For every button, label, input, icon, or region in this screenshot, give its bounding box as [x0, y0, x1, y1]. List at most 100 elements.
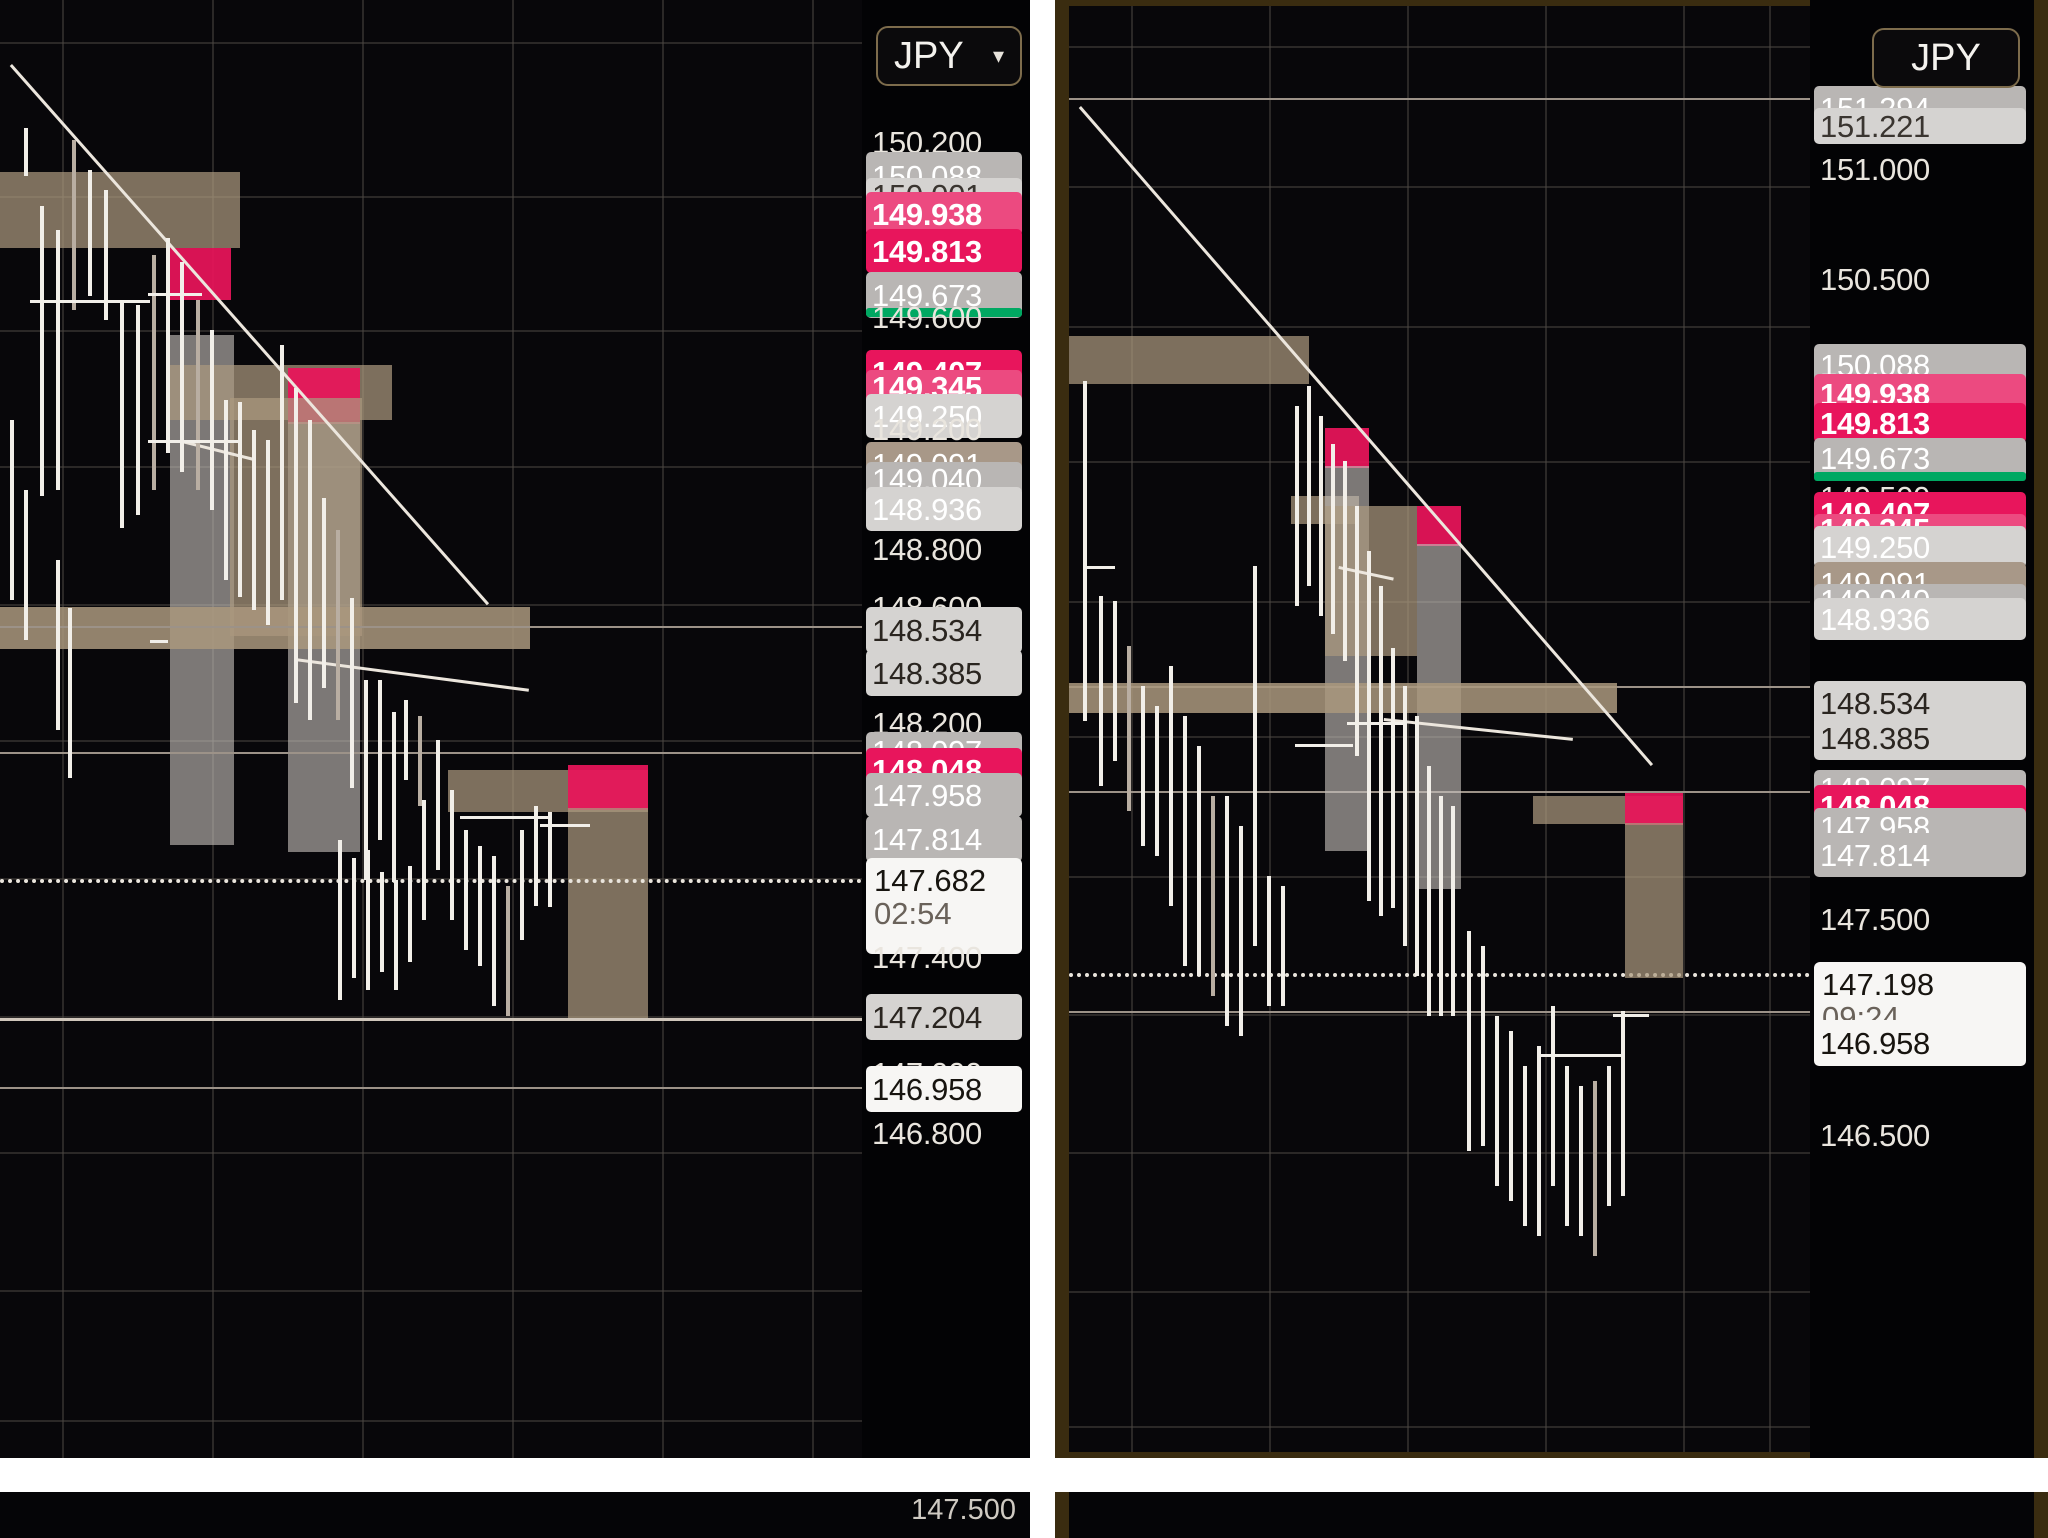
candle	[1579, 1086, 1583, 1236]
candle	[210, 330, 214, 510]
bottom-strip: 147.500	[0, 1492, 2048, 1538]
candle	[196, 300, 200, 490]
candle	[1403, 686, 1407, 946]
candle	[1537, 1046, 1541, 1236]
price-step-line	[148, 293, 202, 296]
currency-selector-label: JPY	[894, 34, 964, 77]
chart-panel-left[interactable]: 150.200 150.088 150.001 149.938 149.813 …	[0, 0, 1030, 1458]
candle	[1183, 716, 1187, 966]
gridline-horizontal	[0, 1420, 862, 1422]
price-level-line	[0, 1018, 862, 1021]
price-tick-label: 146.958	[1814, 1020, 2026, 1066]
candle	[1621, 1011, 1625, 1196]
gridline-vertical	[362, 0, 364, 1458]
price-tick-label: 151.000	[1820, 151, 1930, 187]
candle	[322, 498, 326, 688]
gridline-horizontal	[1069, 1426, 1810, 1428]
candle	[1439, 796, 1443, 1016]
price-step-line	[1347, 722, 1403, 725]
supply-zone	[568, 765, 648, 810]
candle	[1391, 648, 1395, 908]
gridline-horizontal	[0, 42, 862, 44]
candle	[336, 530, 340, 720]
price-tick-label: 148.936	[1814, 598, 2026, 640]
price-tick-label: 147.400	[872, 939, 982, 975]
bottom-strip-left: 147.500	[0, 1492, 1030, 1538]
price-tick-label: 146.500	[1820, 1117, 1930, 1153]
gridline-horizontal	[1069, 186, 1810, 188]
current-price-value: 147.682	[874, 863, 987, 898]
candle	[380, 872, 384, 972]
plot-area-right[interactable]	[1069, 6, 1810, 1452]
price-tick-label: 148.385	[1814, 716, 2026, 760]
candle	[308, 420, 312, 720]
currency-selector-label: JPY	[1911, 36, 1981, 79]
candle	[1267, 876, 1271, 1006]
price-axis-left[interactable]: 150.200 150.088 150.001 149.938 149.813 …	[862, 0, 1030, 1458]
candle	[1155, 706, 1159, 856]
candle	[56, 560, 60, 730]
supply-zone	[1625, 793, 1683, 825]
candle	[24, 490, 28, 640]
price-axis-right[interactable]: 151.294 151.221 151.000 150.500 150.088 …	[1810, 0, 2034, 1458]
plot-area-left[interactable]	[0, 0, 862, 1458]
candle	[10, 420, 14, 600]
demand-zone-wide	[0, 607, 530, 649]
candle	[1295, 406, 1299, 606]
gridline-vertical	[1545, 6, 1547, 1452]
candle	[408, 866, 412, 962]
current-price-box[interactable]: 147.682 02:54	[866, 858, 1022, 954]
candle	[1225, 796, 1229, 1026]
candle	[1355, 506, 1359, 756]
candle	[1495, 1016, 1499, 1186]
chart-panel-right[interactable]: 151.294 151.221 151.000 150.500 150.088 …	[1055, 0, 2048, 1458]
candle	[1481, 946, 1485, 1146]
candle	[1427, 766, 1431, 1016]
currency-selector-left[interactable]: JPY ▾	[876, 26, 1022, 86]
gridline-horizontal	[1069, 1152, 1810, 1154]
candle	[1307, 386, 1311, 586]
price-level-line	[1069, 98, 1810, 100]
candle	[350, 598, 354, 788]
candle	[364, 680, 368, 880]
currency-selector-right[interactable]: JPY	[1872, 28, 2020, 88]
bottom-strip-right	[1055, 1492, 2048, 1538]
chevron-down-icon: ▾	[992, 43, 1004, 68]
gridline-horizontal	[0, 1290, 862, 1292]
price-level-line	[0, 752, 862, 754]
price-step-line	[1083, 566, 1115, 569]
candle	[1141, 686, 1145, 846]
candle	[166, 238, 170, 453]
candle	[534, 806, 538, 906]
candle	[1099, 596, 1103, 786]
candle	[464, 830, 468, 950]
price-tick-label: 149.813	[1814, 403, 2026, 443]
price-step-line	[30, 300, 150, 303]
price-step-line	[1537, 1054, 1625, 1057]
candle	[1127, 646, 1131, 811]
candle	[1523, 1066, 1527, 1226]
candle	[422, 800, 426, 920]
price-tick-label: 147.958	[866, 773, 1022, 817]
candle	[1467, 931, 1471, 1151]
candle	[180, 262, 184, 472]
price-tick-label: 148.385	[866, 650, 1022, 696]
price-tick-label: 149.938	[866, 192, 1022, 236]
gridline-horizontal	[1069, 326, 1810, 328]
price-tick-label: 149.250	[866, 394, 1022, 438]
price-tick-label: 151.221	[1814, 108, 2026, 144]
gridline-vertical	[1683, 6, 1685, 1452]
price-step-line	[1613, 1014, 1649, 1017]
candle	[392, 712, 396, 882]
candle	[1239, 826, 1243, 1036]
gridline-vertical	[812, 0, 814, 1458]
price-tick-label: 149.200	[872, 411, 982, 447]
price-step-line	[540, 824, 590, 827]
current-price-time: 02:54	[874, 895, 952, 931]
candle	[1415, 716, 1419, 976]
price-tick-label: 148.534	[866, 607, 1022, 653]
candle	[72, 140, 76, 310]
candle	[1367, 551, 1371, 901]
candle	[418, 716, 422, 806]
candle	[520, 830, 524, 940]
